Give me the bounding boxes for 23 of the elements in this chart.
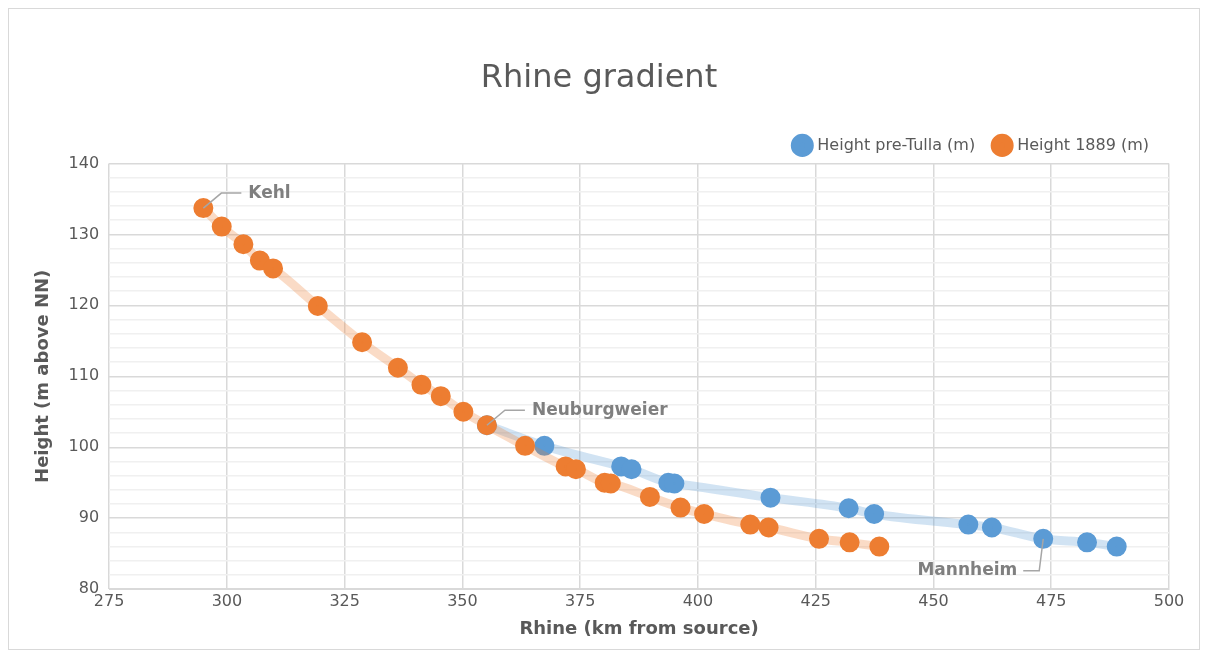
legend-label: Height pre-Tulla (m) [817,134,976,154]
y-tick-label: 120 [68,294,100,314]
x-tick-label: 375 [564,590,596,610]
x-tick-label: 475 [1035,590,1067,610]
y-axis-title: Height (m above NN) [31,269,53,483]
y-tick-label: 130 [68,223,100,243]
y-tick-label: 110 [68,365,100,385]
chart-title: Rhine gradient [480,56,718,95]
x-tick-label: 325 [329,590,360,610]
y-tick-label: 140 [68,152,100,172]
x-tick-label: 300 [211,590,243,610]
x-tick-label: 425 [800,590,831,610]
x-tick-label: 400 [682,590,714,610]
y-tick-label: 90 [78,507,100,527]
x-tick-label: 350 [447,590,478,610]
annotation: Neuburgweier [531,398,669,419]
annotation: Kehl [248,181,291,202]
x-tick-label: 500 [1153,590,1185,610]
x-tick-label: 450 [918,590,949,610]
y-tick-label: 100 [68,436,100,456]
legend-label: Height 1889 (m) [1017,134,1150,154]
annotation: Mannheim [917,559,1018,580]
x-axis-title: Rhine (km from source) [519,616,759,638]
